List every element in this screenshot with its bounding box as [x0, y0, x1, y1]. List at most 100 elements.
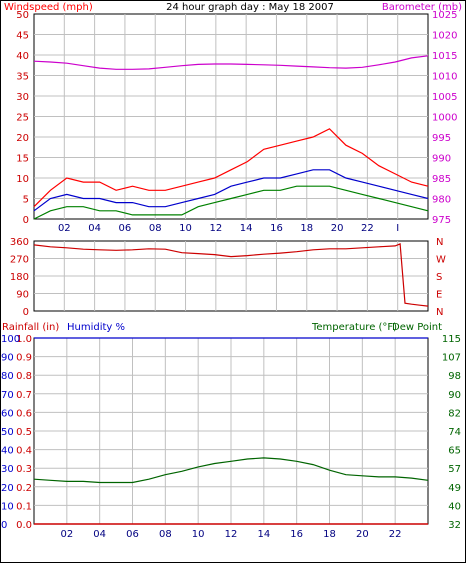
- wind-direction-line: [33, 243, 429, 307]
- humidity-tick-label: 60: [1, 408, 14, 419]
- rainfall-tick-label: 0.0: [16, 520, 32, 531]
- rainfall-tick-label: 0.3: [16, 464, 32, 475]
- windspeed-tick-label: 40: [16, 51, 29, 62]
- temperature-time-tick-label: 12: [225, 529, 238, 540]
- temperature-tick-label: 57: [448, 464, 461, 475]
- direction-degree-label: 360: [10, 237, 29, 248]
- windspeed-tick-label: 0: [23, 215, 29, 226]
- windspeed-tick-label: 45: [16, 31, 29, 42]
- direction-compass-label: N: [436, 237, 443, 248]
- average-wind-line: [33, 169, 429, 212]
- temperature-tick-label: 98: [448, 371, 461, 382]
- wind-time-tick-label: 06: [119, 223, 132, 234]
- gust-line: [33, 128, 429, 208]
- temperature-tick-label: 107: [442, 353, 461, 364]
- direction-degree-label: 0: [23, 307, 29, 318]
- barometer-tick-label: 1010: [432, 72, 457, 83]
- windspeed-tick-label: 10: [16, 174, 29, 185]
- temperature-time-tick-label: 02: [60, 529, 73, 540]
- temperature-label: Temperature (°F): [311, 322, 397, 333]
- rainfall-tick-label: 0.9: [16, 353, 32, 364]
- barometer-tick-label: 1020: [432, 31, 457, 42]
- temperature-tick-label: 65: [448, 446, 461, 457]
- direction-degree-label: 90: [16, 290, 29, 301]
- wind-time-axis: 02 04 06 08 10 12 14 16 18 20 22 I: [58, 223, 399, 234]
- barometer-tick-label: 980: [432, 195, 451, 206]
- humidity-tick-label: 30: [1, 464, 14, 475]
- rainfall-tick-label: 0.4: [16, 446, 32, 457]
- temperature-tick-label: 32: [448, 520, 461, 531]
- humidity-tick-label: 70: [1, 390, 14, 401]
- windspeed-label: Windspeed (mph): [4, 2, 93, 13]
- wind-time-tick-label: 18: [300, 223, 313, 234]
- rainfall-tick-label: 0.1: [16, 501, 32, 512]
- windspeed-tick-label: 25: [16, 113, 29, 124]
- direction-degree-label: 180: [10, 272, 29, 283]
- rainfall-tick-label: 0.8: [16, 371, 32, 382]
- direction-compass-label: N: [436, 307, 443, 318]
- dewpoint-label: Dew Point: [392, 322, 442, 333]
- temperature-line: [33, 457, 429, 484]
- temperature-grid: [34, 338, 428, 524]
- temperature-time-tick-label: 10: [192, 529, 205, 540]
- wind-time-tick-label: 08: [149, 223, 162, 234]
- direction-series: [33, 243, 429, 307]
- temperature-tick-label: 82: [448, 408, 461, 419]
- wind-time-tick-label: 12: [209, 223, 222, 234]
- temperature-tick-label: 74: [448, 427, 461, 438]
- windspeed-tick-label: 15: [16, 154, 29, 165]
- wind-time-tick-label: I: [396, 223, 399, 234]
- direction-compass-label: S: [436, 272, 442, 283]
- humidity-tick-label: 10: [1, 501, 14, 512]
- rainfall-tick-label: 1.0: [16, 334, 32, 345]
- wind-series: [33, 55, 429, 220]
- temperature-axis: 32 40 49 57 65 74 82 90 98 107 115: [442, 334, 461, 531]
- windspeed-tick-label: 5: [23, 195, 29, 206]
- humidity-tick-label: 20: [1, 483, 14, 494]
- humidity-tick-label: 50: [1, 427, 14, 438]
- wind-time-tick-label: 16: [270, 223, 283, 234]
- barometer-line: [33, 55, 429, 70]
- windspeed-axis: 0 5 10 15 20 25 30 35 40 45 50: [16, 10, 29, 226]
- wind-time-tick-label: 04: [88, 223, 101, 234]
- minimum-wind-line: [33, 185, 429, 220]
- wind-time-tick-label: 14: [240, 223, 253, 234]
- temperature-time-tick-label: 06: [126, 529, 139, 540]
- humidity-tick-label: 90: [1, 353, 14, 364]
- temperature-time-tick-label: 16: [290, 529, 303, 540]
- wind-time-tick-label: 02: [58, 223, 71, 234]
- temperature-time-axis: 02 04 06 08 10 12 14 16 18 20 22: [60, 529, 401, 540]
- windspeed-tick-label: 35: [16, 72, 29, 83]
- barometer-tick-label: 975: [432, 215, 451, 226]
- temperature-time-tick-label: 08: [159, 529, 172, 540]
- rainfall-tick-label: 0.5: [16, 427, 32, 438]
- temperature-time-tick-label: 20: [356, 529, 369, 540]
- direction-degree-label: 270: [10, 255, 29, 266]
- barometer-tick-label: 1000: [432, 113, 457, 124]
- humidity-tick-label: 100: [1, 334, 20, 345]
- rainfall-tick-label: 0.7: [16, 390, 32, 401]
- temperature-time-tick-label: 22: [389, 529, 402, 540]
- wind-time-tick-label: 10: [179, 223, 192, 234]
- barometer-tick-label: 1005: [432, 92, 457, 103]
- direction-compass-label: W: [436, 255, 446, 266]
- humidity-axis: 0 10 20 30 40 50 60 70 80 90 100: [1, 334, 20, 531]
- wind-time-tick-label: 20: [331, 223, 344, 234]
- rainfall-tick-label: 0.2: [16, 483, 32, 494]
- temperature-series: [33, 337, 429, 525]
- temperature-time-tick-label: 18: [323, 529, 336, 540]
- barometer-axis: 975 980 985 990 995 1000 1005 1010 1015 1020 1025: [432, 10, 457, 226]
- barometer-tick-label: 995: [432, 133, 451, 144]
- temperature-tick-label: 115: [442, 334, 461, 345]
- direction-degree-axis: 0 90 180 270 360: [10, 237, 29, 318]
- rainfall-tick-label: 0.6: [16, 408, 32, 419]
- barometer-tick-label: 1025: [432, 10, 457, 21]
- temperature-tick-label: 40: [448, 501, 461, 512]
- rainfall-label: Rainfall (in): [2, 322, 59, 333]
- rainfall-axis: 0.0 0.1 0.2 0.3 0.4 0.5 0.6 0.7 0.8 0.9 1.0: [16, 334, 32, 531]
- barometer-tick-label: 985: [432, 174, 451, 185]
- humidity-tick-label: 80: [1, 371, 14, 382]
